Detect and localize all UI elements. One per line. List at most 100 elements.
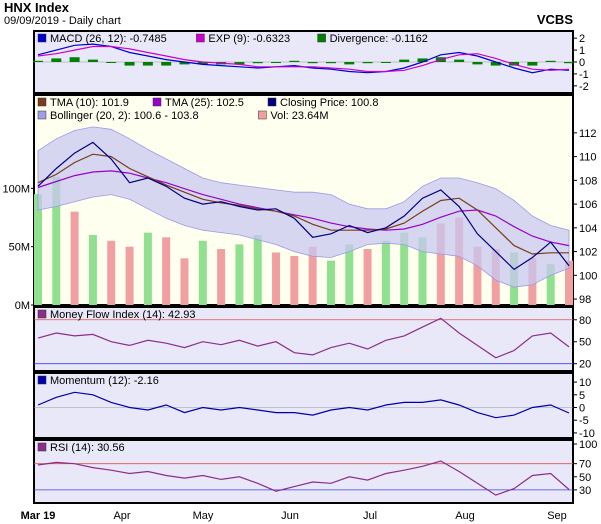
rsi-line [37,460,570,496]
divergence-bar [69,57,80,62]
legend-swatch [37,309,47,319]
brand-label: VCBS [536,12,573,27]
divergence-bar [179,62,190,65]
y-tick-label: 102 [579,247,597,259]
volume-bar [326,260,335,305]
volume-bar [272,252,281,305]
legend-swatch [152,97,162,107]
x-tick-label: Mar 19 [21,510,56,522]
legend-swatch [37,375,47,385]
divergence-bar [399,59,410,62]
y-tick-label: 0 [579,403,585,415]
divergence-bar [142,62,153,66]
volume-bar [253,235,262,305]
legend-label: TMA (10): 101.9 [50,97,129,109]
legend-label: TMA (25): 102.5 [165,97,244,109]
volume-bar [418,237,427,305]
x-tick-label: Sep [547,510,567,522]
y-tick-label: 106 [579,199,597,211]
legend-label: Money Flow Index (14): 42.93 [50,309,196,321]
legend-swatch [258,110,267,120]
y-tick-label: 80 [579,315,591,327]
volume-bar [546,264,555,305]
y-tick-label: 0 [579,57,585,69]
volume-bar [125,246,134,305]
y-tick-label: -2 [579,81,589,93]
closing-price-line [37,141,570,271]
volume-bar [143,232,152,305]
volume-bar [162,237,171,305]
tma25-line [37,170,570,247]
divergence-bar [564,62,574,64]
volume-tick-label: 50M [9,242,30,254]
legend-label: Momentum (12): -2.16 [50,375,159,387]
momentum-line [37,391,570,419]
divergence-bar [472,62,483,65]
divergence-bar [289,60,300,62]
legend-swatch [317,33,326,43]
y-tick-label: 104 [579,223,597,235]
x-tick-label: Jun [281,510,299,522]
divergence-bar [271,62,282,63]
divergence-bar [417,58,428,62]
volume-bar [198,240,207,305]
volume-bar [217,249,226,305]
legend-label: RSI (14): 30.56 [50,442,125,454]
y-tick-label: -10 [579,428,595,440]
volume-bar [70,211,79,305]
divergence-bar [344,62,355,65]
legend-label: MACD (26, 12): -0.7485 [50,33,167,45]
y-tick-label: 108 [579,175,597,187]
legend-swatch [37,33,47,43]
volume-bar [290,256,299,305]
y-tick-label: 110 [579,152,597,164]
chart-subtitle: 09/09/2019 - Daily chart [4,15,121,27]
macd-signal-line [37,45,570,73]
divergence-bar [87,59,98,62]
divergence-bar [124,62,135,66]
volume-bar [34,194,42,305]
volume-bar [473,246,482,305]
volume-bar [363,249,372,305]
divergence-bar [490,62,501,66]
legend-label: Divergence: -0.1162 [330,33,428,45]
volume-bar [235,244,244,305]
x-tick-label: Aug [455,510,475,522]
divergence-bar [362,62,373,64]
divergence-bar [106,62,117,63]
divergence-bar [51,58,62,62]
volume-bar [180,258,189,305]
legend-swatch [37,442,47,452]
y-tick-label: 100 [579,439,597,451]
legend-swatch [267,97,277,107]
volume-tick-label: 0M [15,300,30,312]
panel-rsi [33,439,574,504]
y-tick-label: 112 [579,128,597,140]
y-tick-label: -5 [579,415,589,427]
y-tick-label: 50 [579,472,591,484]
volume-bar [455,217,464,305]
divergence-bar [252,62,263,64]
divergence-bar [33,60,43,62]
volume-bar [436,223,445,305]
panel-momentum [33,372,574,439]
y-tick-label: 20 [579,359,591,371]
volume-bar [52,176,61,305]
divergence-bar [161,62,172,66]
y-tick-label: 5 [579,390,585,402]
y-tick-label: 98 [579,294,591,306]
legend-label: Bollinger (20, 2): 100.6 - 103.8 [50,110,199,122]
volume-bar [107,240,116,305]
tma10-line [37,153,569,255]
volume-bar [345,244,354,305]
divergence-bar [545,60,556,62]
y-tick-label: -1 [579,69,589,81]
divergence-bar [454,59,465,62]
divergence-bar [197,62,208,65]
y-tick-label: 2 [579,33,585,45]
volume-bar [88,235,97,305]
y-tick-label: 10 [579,377,591,389]
bollinger-band [37,126,570,288]
divergence-bar [307,62,318,64]
